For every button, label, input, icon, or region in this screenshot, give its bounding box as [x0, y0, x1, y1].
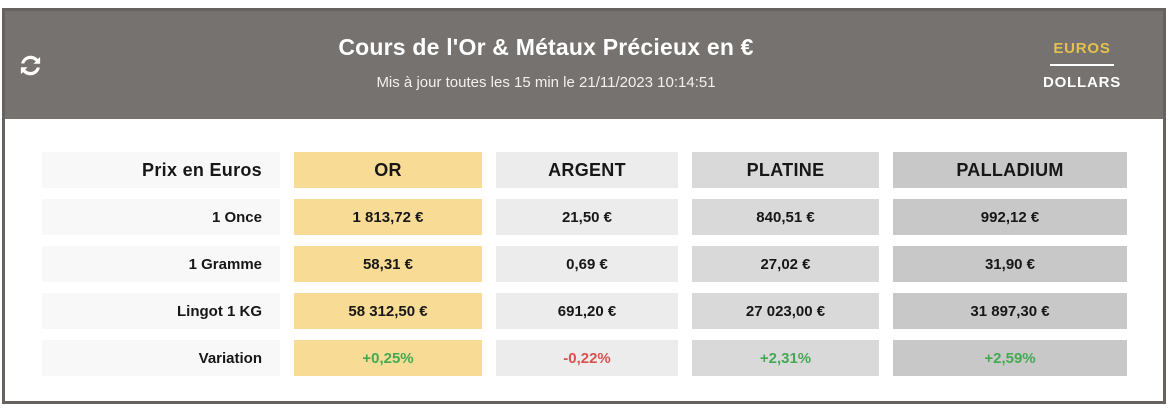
price-or-gramme: 58,31 € [294, 246, 482, 282]
variation-palladium: +2,59% [893, 340, 1127, 376]
header-left-zone [5, 11, 77, 119]
refresh-icon [20, 55, 41, 76]
column-header-or: OR [294, 152, 482, 188]
refresh-button[interactable] [18, 53, 42, 77]
price-platine-lingot: 27 023,00 € [692, 293, 879, 329]
price-palladium-once: 992,12 € [893, 199, 1127, 235]
column-header-palladium: PALLADIUM [893, 152, 1127, 188]
row-label-lingot: Lingot 1 KG [42, 293, 280, 329]
price-argent-lingot: 691,20 € [496, 293, 678, 329]
price-platine-gramme: 27,02 € [692, 246, 879, 282]
row-label-once: 1 Once [42, 199, 280, 235]
last-updated-text: Mis à jour toutes les 15 min le 21/11/20… [376, 74, 716, 91]
row-label-gramme: 1 Gramme [42, 246, 280, 282]
price-palladium-gramme: 31,90 € [893, 246, 1127, 282]
currency-dollars-tab[interactable]: DOLLARS [1042, 73, 1122, 91]
price-argent-once: 21,50 € [496, 199, 678, 235]
price-platine-once: 840,51 € [692, 199, 879, 235]
prices-table: Prix en Euros OR ARGENT PLATINE PALLADIU… [5, 119, 1163, 376]
row-label-variation: Variation [42, 340, 280, 376]
currency-toggle: EUROS DOLLARS [1015, 11, 1163, 119]
currency-active-underline [1050, 63, 1114, 66]
metals-price-widget: Cours de l'Or & Métaux Précieux en € Mis… [2, 8, 1166, 404]
column-header-argent: ARGENT [496, 152, 678, 188]
variation-or: +0,25% [294, 340, 482, 376]
table-corner-header: Prix en Euros [42, 152, 280, 188]
header-center-zone: Cours de l'Or & Métaux Précieux en € Mis… [77, 11, 1015, 119]
column-header-platine: PLATINE [692, 152, 879, 188]
currency-euros-tab[interactable]: EUROS [1053, 39, 1111, 57]
widget-header: Cours de l'Or & Métaux Précieux en € Mis… [5, 11, 1163, 119]
price-argent-gramme: 0,69 € [496, 246, 678, 282]
variation-platine: +2,31% [692, 340, 879, 376]
page-title: Cours de l'Or & Métaux Précieux en € [338, 34, 754, 60]
price-palladium-lingot: 31 897,30 € [893, 293, 1127, 329]
variation-argent: -0,22% [496, 340, 678, 376]
price-or-lingot: 58 312,50 € [294, 293, 482, 329]
price-or-once: 1 813,72 € [294, 199, 482, 235]
